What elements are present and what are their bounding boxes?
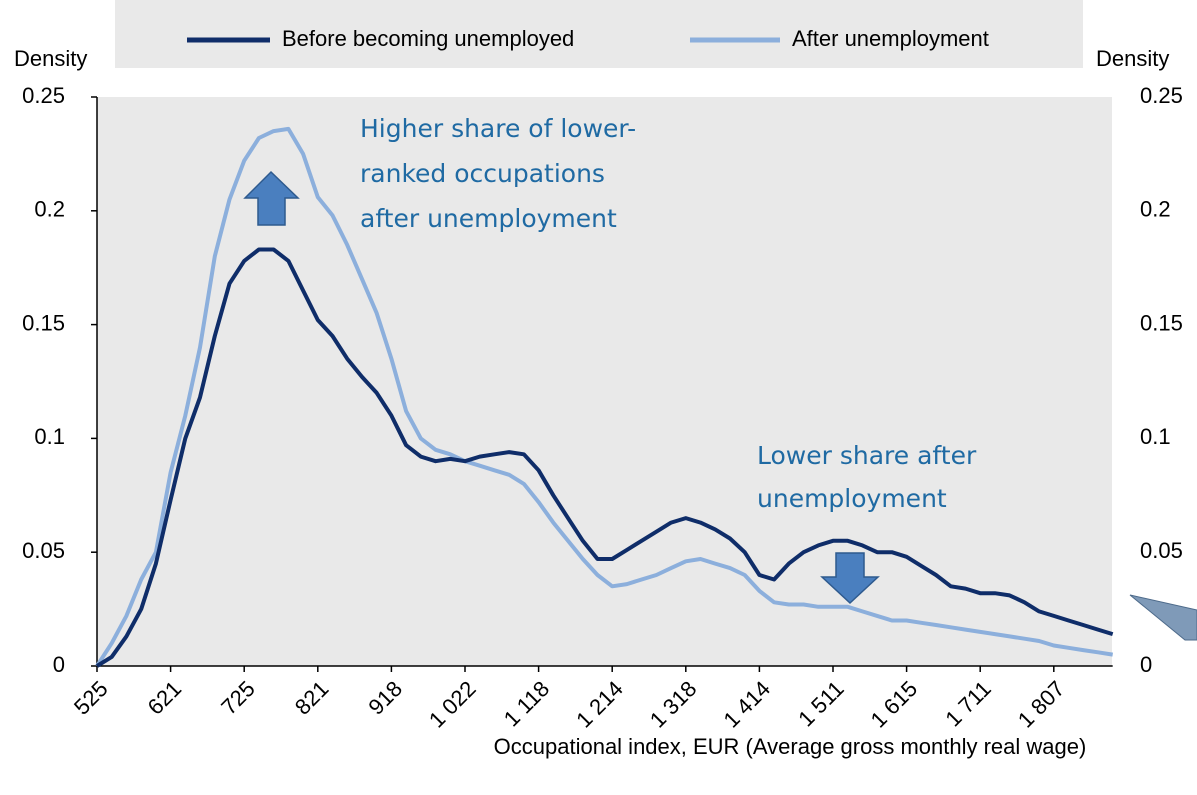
x-tick-label: 1 807 [1013, 676, 1070, 733]
y-tick-label: 0.15 [22, 310, 65, 335]
y2-tick-label: 0.05 [1140, 538, 1183, 563]
legend-box [115, 0, 1083, 68]
y-tick-label: 0.1 [34, 424, 65, 449]
series-line [95, 126, 1114, 668]
x-tick-label: 1 615 [866, 676, 923, 733]
y2-tick-label: 0 [1140, 652, 1152, 677]
x-tick-label: 1 318 [645, 676, 702, 733]
legend-label: Before becoming unemployed [282, 26, 574, 51]
x-tick-label: 1 414 [718, 676, 775, 733]
y-tick-label: 0.05 [22, 538, 65, 563]
x-tick-label: 1 214 [571, 676, 628, 733]
x-tick-label: 821 [290, 676, 334, 720]
y2-tick-label: 0.25 [1140, 83, 1183, 108]
x-tick-label: 918 [363, 676, 407, 720]
x-tick-label: 1 118 [499, 676, 554, 731]
x-axis-label: Occupational index, EUR (Average gross m… [494, 734, 1087, 759]
x-tick-label: 621 [143, 676, 187, 720]
callout-pointer [1129, 594, 1197, 641]
x-tick-label: 1 022 [424, 676, 481, 733]
annotation: Higher share of lower- [360, 114, 636, 143]
annotation: Lower share after [757, 441, 977, 470]
annotation: unemployment [757, 484, 947, 513]
y-axis-label: Density [14, 46, 87, 71]
series-line [95, 247, 1114, 668]
y-tick-label: 0.25 [22, 83, 65, 108]
y2-tick-label: 0.15 [1140, 310, 1183, 335]
y2-axis-label: Density [1096, 46, 1169, 71]
down-arrow [820, 552, 880, 605]
y-tick-label: 0 [53, 652, 65, 677]
annotation: after unemployment [360, 204, 617, 233]
y2-tick-label: 0.2 [1140, 197, 1171, 222]
y-tick-label: 0.2 [34, 197, 65, 222]
x-tick-label: 525 [69, 676, 113, 720]
x-tick-label: 1 511 [793, 676, 848, 731]
legend-label: After unemployment [792, 26, 989, 51]
up-arrow [243, 170, 300, 226]
annotation: ranked occupations [360, 159, 605, 188]
x-tick-label: 725 [216, 676, 260, 720]
x-tick-label: 1 711 [940, 676, 995, 731]
y2-tick-label: 0.1 [1140, 424, 1171, 449]
